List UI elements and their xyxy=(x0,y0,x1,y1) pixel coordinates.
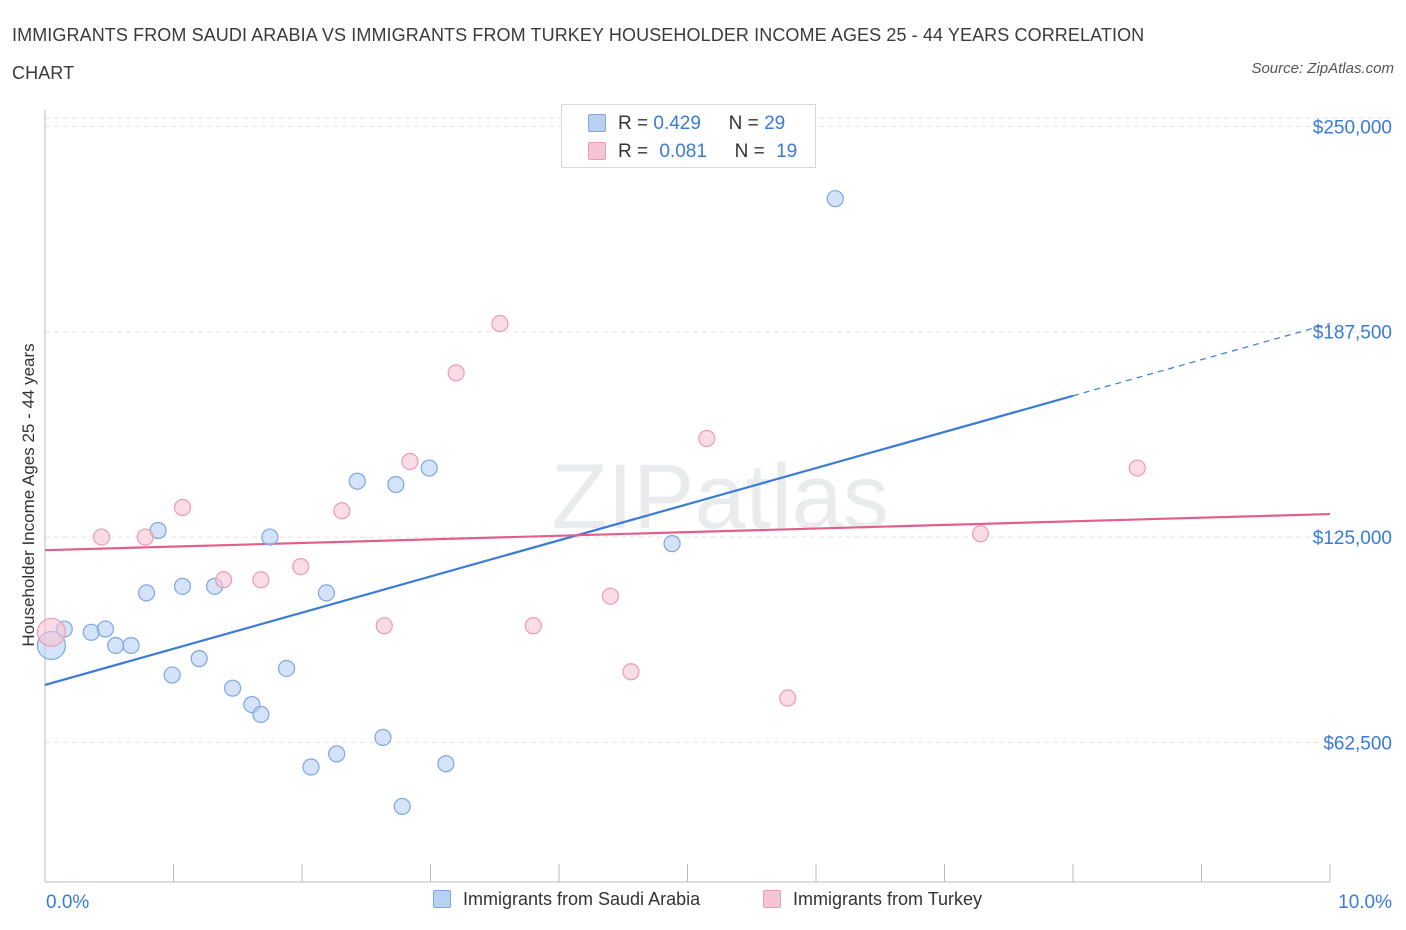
point-turkey xyxy=(779,689,797,707)
point-saudi xyxy=(82,623,100,641)
legend-swatch-blue xyxy=(433,890,451,908)
point-saudi xyxy=(420,459,438,477)
y-tick-label: $250,000 xyxy=(1313,117,1392,138)
point-turkey xyxy=(698,429,716,448)
point-saudi xyxy=(122,636,140,655)
legend-swatch-pink xyxy=(763,890,781,908)
point-turkey xyxy=(491,314,509,333)
point-saudi xyxy=(387,475,405,494)
correlation-legend: R = 0.429 N = 29 R = 0.081 N = 19 xyxy=(561,104,816,168)
n-value: 29 xyxy=(764,113,786,134)
point-saudi xyxy=(96,620,114,638)
point-turkey xyxy=(173,498,192,517)
point-turkey xyxy=(215,571,233,589)
y-axis-label: Householder Income Ages 25 - 44 years xyxy=(19,343,38,646)
point-saudi xyxy=(163,666,181,684)
data-points xyxy=(36,190,1146,816)
point-turkey xyxy=(622,663,640,681)
point-turkey xyxy=(375,617,393,635)
point-saudi xyxy=(277,659,296,678)
legend-swatch-pink xyxy=(588,142,606,160)
point-saudi xyxy=(348,472,366,490)
y-tick-label: $125,000 xyxy=(1313,528,1392,549)
point-turkey xyxy=(333,502,351,520)
point-turkey xyxy=(36,617,67,647)
trend-line-saudi-extrapolated xyxy=(1072,322,1331,397)
legend-label: Immigrants from Saudi Arabia xyxy=(463,889,701,909)
trend-lines xyxy=(44,322,1331,686)
r-label: R = xyxy=(618,141,649,162)
trend-line-saudi xyxy=(44,394,1074,686)
point-saudi xyxy=(173,577,192,595)
point-saudi xyxy=(437,755,455,773)
point-turkey xyxy=(252,571,270,589)
point-saudi xyxy=(190,650,208,668)
point-saudi xyxy=(663,535,681,553)
point-saudi xyxy=(252,705,270,724)
point-turkey xyxy=(524,617,542,635)
legend-swatch-blue xyxy=(588,114,606,132)
point-turkey xyxy=(92,528,111,546)
legend-row-turkey: R = 0.081 N = 19 xyxy=(588,141,797,165)
tick-labels: $62,500 $125,000 $187,500 $250,000 0.0% 10.0% xyxy=(46,117,1392,913)
grid-lines xyxy=(45,117,1395,743)
r-label: R = xyxy=(618,113,649,134)
point-turkey xyxy=(292,558,310,576)
point-saudi xyxy=(374,728,392,747)
point-saudi xyxy=(137,584,156,602)
n-label: N = xyxy=(728,113,759,134)
point-saudi xyxy=(261,528,279,546)
r-value: 0.081 xyxy=(659,141,707,162)
point-turkey xyxy=(401,452,419,471)
legend-label: Immigrants from Turkey xyxy=(793,889,983,909)
y-tick-label: $187,500 xyxy=(1313,323,1392,344)
point-saudi xyxy=(393,797,411,816)
point-saudi xyxy=(302,758,320,776)
source-label: Source: ZipAtlas.com xyxy=(1251,60,1394,77)
point-saudi xyxy=(826,190,844,208)
point-turkey xyxy=(136,528,154,546)
axes xyxy=(44,110,1331,883)
x-tick-label: 0.0% xyxy=(46,892,89,913)
point-saudi xyxy=(317,584,336,602)
r-value: 0.429 xyxy=(653,113,701,134)
point-turkey xyxy=(601,587,620,605)
legend-row-saudi: R = 0.429 N = 29 xyxy=(588,113,785,137)
chart-title: IMMIGRANTS FROM SAUDI ARABIA VS IMMIGRAN… xyxy=(12,25,1145,83)
point-turkey xyxy=(1128,459,1146,477)
point-saudi xyxy=(224,679,242,697)
trend-line-turkey xyxy=(44,512,1331,552)
y-tick-label: $62,500 xyxy=(1323,733,1392,754)
n-label: N = xyxy=(734,141,765,162)
point-saudi xyxy=(107,636,125,655)
n-value: 19 xyxy=(776,141,798,162)
legend-item-saudi: Immigrants from Saudi Arabia xyxy=(433,889,700,910)
point-turkey xyxy=(971,525,990,543)
x-tick-label: 10.0% xyxy=(1338,892,1392,913)
point-turkey xyxy=(447,364,465,382)
legend-item-turkey: Immigrants from Turkey xyxy=(763,889,982,910)
point-saudi xyxy=(328,745,346,763)
